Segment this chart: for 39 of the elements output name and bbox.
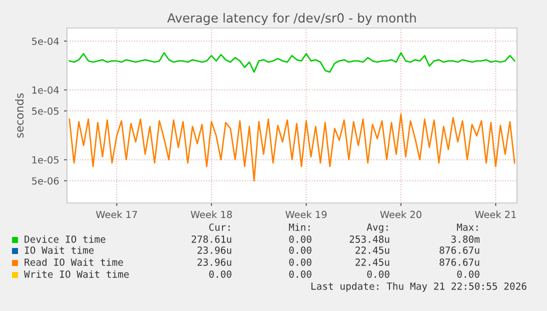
x-tick-label: Week 21 [474,210,516,218]
text: Cur: [209,223,230,231]
line-series [68,52,516,73]
text: 876.67u [440,258,480,266]
line-series [68,113,516,182]
legend-label: IO Wait time [24,246,94,254]
text: 0.00 [289,246,312,254]
x-tick-label: Week 17 [96,210,137,218]
text: Min: [288,223,310,231]
text: 23.96u [198,246,232,254]
y-tick-label: 1e-04 [32,86,59,94]
text: 278.61u [192,235,232,243]
text: 0.00 [289,258,312,266]
text: 0.00 [289,235,312,243]
y-tick-label: 1e-05 [32,156,59,164]
text: Max: [456,224,478,231]
y-tick-label: 5e-06 [32,177,59,185]
x-tick-label: Week 20 [380,210,422,218]
text: 0.00 [367,270,390,278]
legend-label: Read IO Wait time [24,258,123,266]
text: 253.48u [350,235,390,243]
text: 22.45u [356,258,390,266]
text: 0.00 [209,270,232,278]
text: 22.45u [356,246,390,254]
text: Avg: [366,224,388,233]
text: 0.00 [289,270,312,278]
text: Last update: Thu May 21 22:50:55 2026 [311,282,526,292]
text: 0.00 [457,270,480,278]
legend-label: Device IO time [24,235,106,243]
text: 23.96u [198,258,232,266]
y-tick-label: 5e-04 [32,38,59,45]
text: 3.80m [451,235,480,243]
chart-title: Average latency for /dev/sr0 - by month [167,12,416,26]
x-tick-label: Week 18 [190,210,232,218]
x-tick-label: Week 19 [285,210,327,218]
y-axis-title: seconds [15,93,24,138]
y-tick-label: 5e-05 [32,107,59,115]
text: 876.67u [440,246,480,254]
legend-label: Write IO Wait time [24,270,129,278]
